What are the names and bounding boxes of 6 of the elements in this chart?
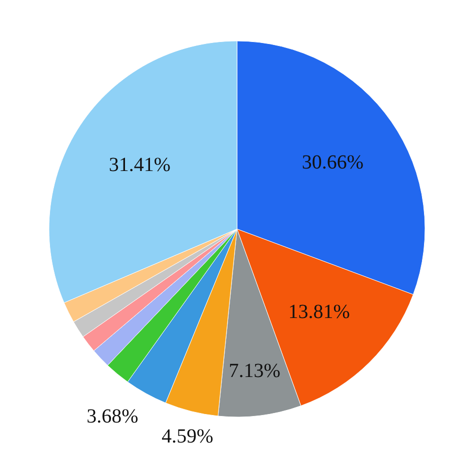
- data-label: 31.41%: [108, 154, 171, 176]
- data-label: 4.59%: [162, 426, 214, 448]
- data-label: 30.66%: [302, 151, 364, 174]
- data-label: 3.68%: [86, 405, 138, 428]
- data-label: 13.81%: [288, 300, 350, 323]
- data-label: 7.13%: [228, 360, 280, 382]
